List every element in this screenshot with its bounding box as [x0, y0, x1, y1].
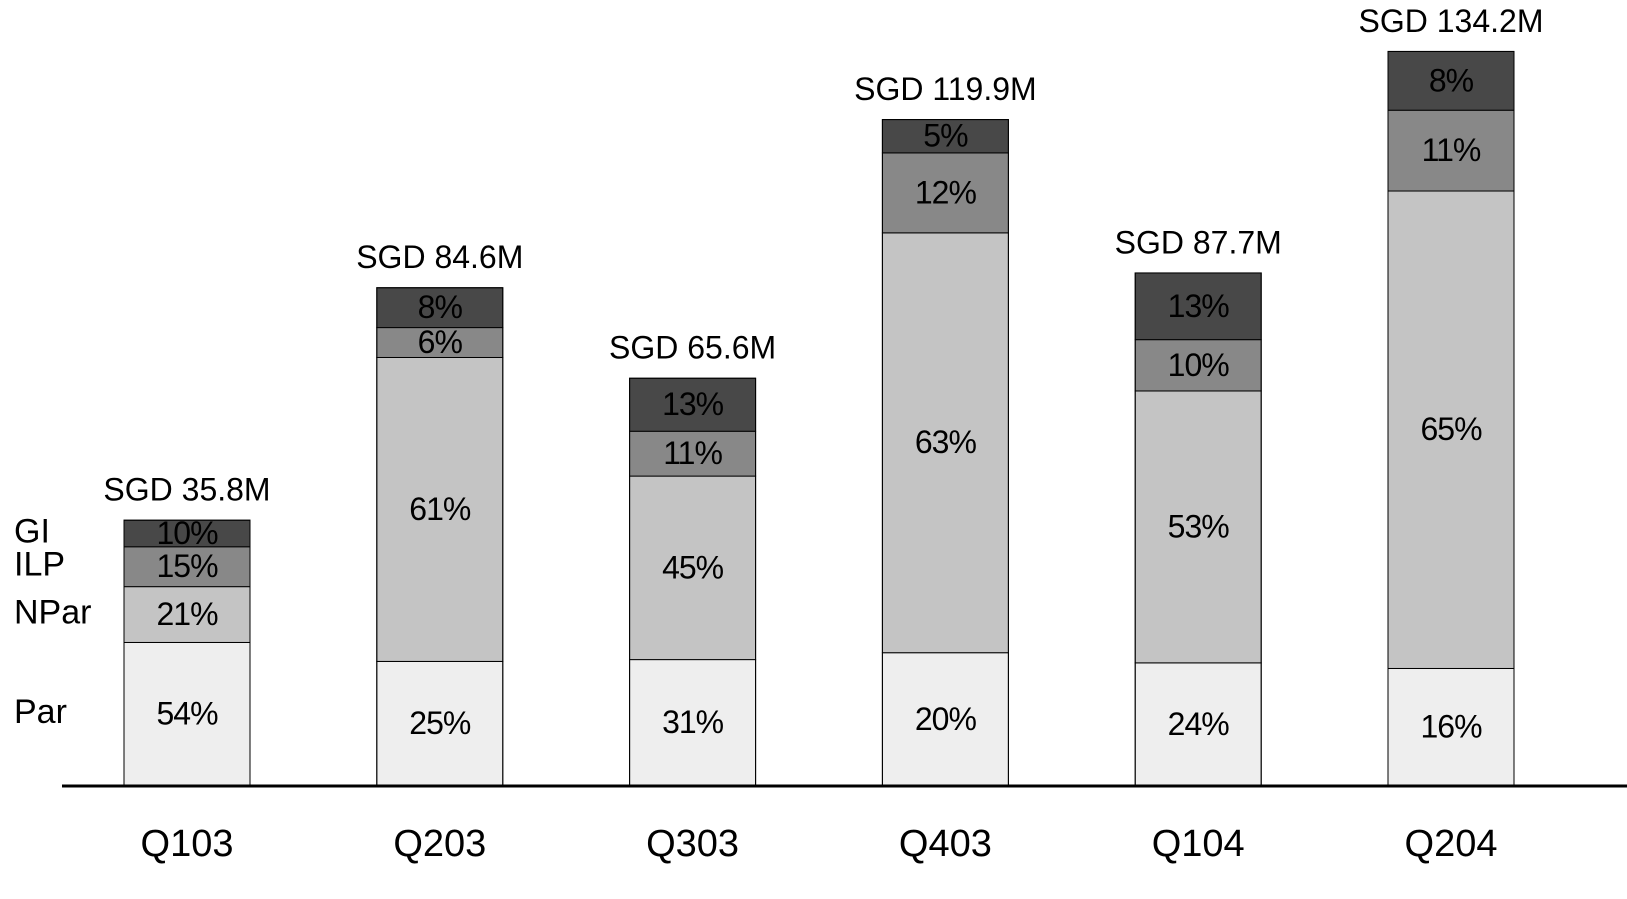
- legend-label: ILP: [14, 546, 65, 584]
- segment-label: 65%: [1420, 411, 1482, 447]
- segment-label: 63%: [915, 424, 977, 460]
- segment-label: 45%: [662, 549, 724, 585]
- bar-segment: [881, 232, 1009, 654]
- total-label: SGD 65.6M: [609, 330, 776, 366]
- bar-segment: [629, 659, 757, 787]
- bar-segment: [629, 430, 757, 477]
- bar-segment: [1387, 109, 1515, 192]
- bar-segment: [1134, 272, 1262, 341]
- segment-label: 11%: [663, 435, 722, 471]
- bar-segment: [376, 660, 504, 787]
- bar-segment: [1134, 339, 1262, 392]
- x-tick-label: Q204: [1405, 823, 1498, 865]
- segment-label: 12%: [915, 174, 977, 210]
- segment-label: 8%: [418, 289, 463, 325]
- x-tick-label: Q103: [141, 823, 234, 865]
- total-label: SGD 35.8M: [103, 472, 270, 508]
- segment-label: 24%: [1168, 706, 1230, 742]
- bar-segment: [881, 152, 1009, 234]
- x-tick-label: Q104: [1152, 823, 1245, 865]
- segment-label: 13%: [662, 386, 724, 422]
- segment-label: 25%: [409, 705, 471, 741]
- segment-label: 53%: [1168, 508, 1230, 544]
- segment-label: 31%: [662, 704, 724, 740]
- x-tick-label: Q203: [393, 823, 486, 865]
- bar-segment: [1387, 190, 1515, 669]
- segment-label: 21%: [156, 596, 218, 632]
- bar-segment: [123, 641, 251, 787]
- x-tick-label: Q303: [646, 823, 739, 865]
- bar-segment: [881, 652, 1009, 787]
- segment-label: 16%: [1420, 709, 1482, 745]
- segment-label: 10%: [156, 515, 218, 551]
- total-label: SGD 87.7M: [1115, 224, 1282, 260]
- bar-segment: [1387, 667, 1515, 787]
- segment-label: 13%: [1168, 288, 1230, 324]
- legend-label: GI: [14, 512, 50, 550]
- bar-segment: [629, 377, 757, 432]
- total-label: SGD 134.2M: [1359, 3, 1544, 39]
- segment-label: 8%: [1429, 62, 1474, 98]
- bar-segment: [881, 119, 1009, 154]
- segment-label: 5%: [923, 118, 968, 154]
- segment-label: 61%: [409, 491, 471, 527]
- segment-label: 15%: [156, 548, 218, 584]
- segment-label: 6%: [418, 324, 463, 360]
- bar-segment: [376, 356, 504, 662]
- segment-label: 10%: [1168, 347, 1230, 383]
- bar-segment: [1134, 390, 1262, 664]
- segment-label: 20%: [915, 701, 977, 737]
- bar-segment: [123, 586, 251, 643]
- legend-label: NPar: [14, 594, 91, 632]
- bar-segment: [1134, 662, 1262, 787]
- x-tick-label: Q403: [899, 823, 992, 865]
- segment-label: 54%: [156, 696, 218, 732]
- total-label: SGD 119.9M: [854, 71, 1037, 107]
- legend-label: Par: [14, 693, 67, 731]
- bar-segment: [629, 475, 757, 661]
- total-label: SGD 84.6M: [356, 239, 523, 275]
- segment-label: 11%: [1422, 132, 1481, 168]
